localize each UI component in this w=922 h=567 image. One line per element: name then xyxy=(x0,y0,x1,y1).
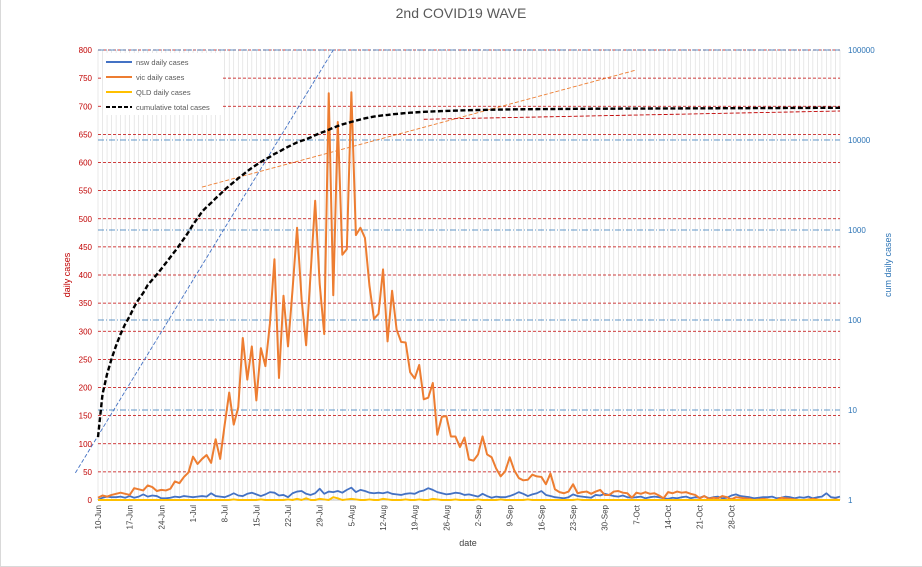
left-tick-label: 700 xyxy=(79,102,93,111)
series-cumulative-line xyxy=(96,106,841,438)
x-tick-label: 7-Oct xyxy=(632,504,641,524)
left-tick-label: 200 xyxy=(79,384,93,393)
left-tick-label: 100 xyxy=(79,440,93,449)
x-tick-label: 23-Sep xyxy=(569,504,578,530)
x-tick-label: 14-Oct xyxy=(664,504,673,529)
left-tick-label: 300 xyxy=(79,327,93,336)
right-tick-label: 1000 xyxy=(848,226,866,235)
left-tick-label: 800 xyxy=(79,46,93,55)
left-tick-label: 250 xyxy=(79,355,93,364)
x-tick-label: 9-Sep xyxy=(506,504,515,526)
x-tick-label: 19-Aug xyxy=(411,505,420,531)
series-nsw-line xyxy=(97,486,841,501)
x-axis-label: date xyxy=(459,538,477,548)
right-tick-label: 100000 xyxy=(848,46,875,55)
series-qld-line xyxy=(98,496,840,501)
right-tick-label: 100 xyxy=(848,316,862,325)
legend-box xyxy=(103,53,221,115)
left-tick-label: 150 xyxy=(79,412,93,421)
x-tick-label: 30-Sep xyxy=(601,504,610,530)
left-tick-label: 0 xyxy=(88,496,93,505)
x-tick-label: 1-Jul xyxy=(189,505,198,523)
legend-label-qld: QLD daily cases xyxy=(136,88,191,97)
plot-area xyxy=(74,49,841,501)
left-tick-label: 550 xyxy=(79,187,93,196)
left-axis-label: daily cases xyxy=(62,252,72,297)
legend: nsw daily cases vic daily cases QLD dail… xyxy=(103,53,221,115)
x-tick-label: 2-Sep xyxy=(474,504,483,526)
left-tick-label: 650 xyxy=(79,130,93,139)
left-tick-label: 50 xyxy=(83,468,92,477)
trendline xyxy=(74,49,334,474)
x-tick-label: 28-Oct xyxy=(727,504,736,529)
x-tick-label: 10-Jun xyxy=(94,505,103,529)
right-axis-label: cum daily cases xyxy=(883,232,893,297)
left-tick-label: 600 xyxy=(79,159,93,168)
legend-label-nsw: nsw daily cases xyxy=(136,58,189,67)
horizontal-gridlines xyxy=(98,49,840,501)
left-tick-label: 500 xyxy=(79,215,93,224)
right-tick-label: 10 xyxy=(848,406,857,415)
x-tick-label: 17-Jun xyxy=(126,505,135,529)
right-tick-label: 10000 xyxy=(848,136,871,145)
right-axis-ticks: 1 10 100 1000 10000 100000 xyxy=(848,46,875,505)
chart-title: 2nd COVID19 WAVE xyxy=(396,5,527,21)
x-tick-label: 29-Jul xyxy=(316,505,325,527)
x-tick-label: 16-Sep xyxy=(537,504,546,530)
x-tick-label: 15-Jul xyxy=(252,505,261,527)
left-tick-label: 350 xyxy=(79,299,93,308)
x-tick-label: 26-Aug xyxy=(442,505,451,531)
x-tick-label: 12-Aug xyxy=(379,505,388,531)
trendline xyxy=(423,110,841,120)
x-tick-label: 22-Jul xyxy=(284,505,293,527)
right-tick-label: 1 xyxy=(848,496,853,505)
left-tick-label: 400 xyxy=(79,271,93,280)
x-tick-label: 21-Oct xyxy=(696,504,705,529)
x-tick-label: 8-Jul xyxy=(221,505,230,523)
left-tick-label: 450 xyxy=(79,243,93,252)
legend-label-cumulative: cumulative total cases xyxy=(136,103,210,112)
x-axis-ticks: 10-Jun 17-Jun 24-Jun 1-Jul 8-Jul 15-Jul 22-Jul… xyxy=(94,504,736,531)
legend-label-vic: vic daily cases xyxy=(136,73,185,82)
x-tick-label: 5-Aug xyxy=(347,505,356,526)
left-axis-ticks: 0 50 100 150 200 250 300 350 400 450 500 550 600 650 7… xyxy=(79,46,93,505)
trendline xyxy=(201,69,637,188)
left-tick-label: 750 xyxy=(79,74,93,83)
series-vic-line xyxy=(97,91,841,501)
x-tick-label: 24-Jun xyxy=(157,505,166,529)
